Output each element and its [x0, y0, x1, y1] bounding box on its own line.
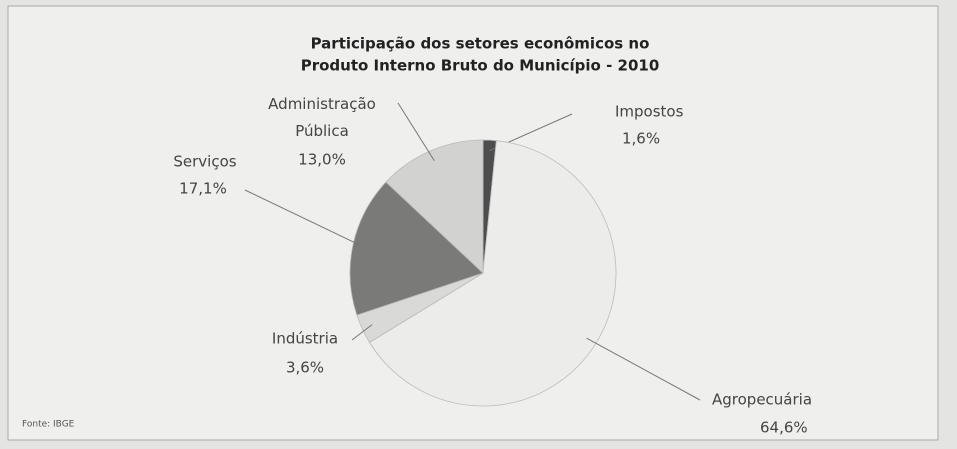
slice-label: Serviços — [173, 153, 236, 171]
leader-line — [244, 189, 364, 248]
pie-slice — [385, 139, 484, 274]
leader-line — [586, 337, 701, 401]
pie-slice — [349, 181, 484, 316]
slice-value-label: 17,1% — [179, 180, 227, 198]
leader-line — [397, 102, 435, 161]
slice-value-label: 64,6% — [760, 419, 808, 437]
chart-title: Produto Interno Bruto do Município - 201… — [301, 57, 660, 75]
slice-value-label: 3,6% — [286, 359, 324, 377]
slice-value-label: 13,0% — [298, 151, 346, 169]
source: Fonte: IBGE — [22, 420, 75, 430]
slice-value-label: 1,6% — [622, 130, 660, 148]
slice-label: Agropecuária — [712, 391, 812, 409]
chart-title: Participação dos setores econômicos no — [311, 35, 650, 53]
pie-slice — [368, 140, 617, 407]
slice-label: Impostos — [615, 103, 684, 121]
slice-label: Administração Pública — [268, 95, 376, 140]
slice-label: Indústria — [272, 330, 338, 348]
leader-line — [351, 324, 373, 341]
